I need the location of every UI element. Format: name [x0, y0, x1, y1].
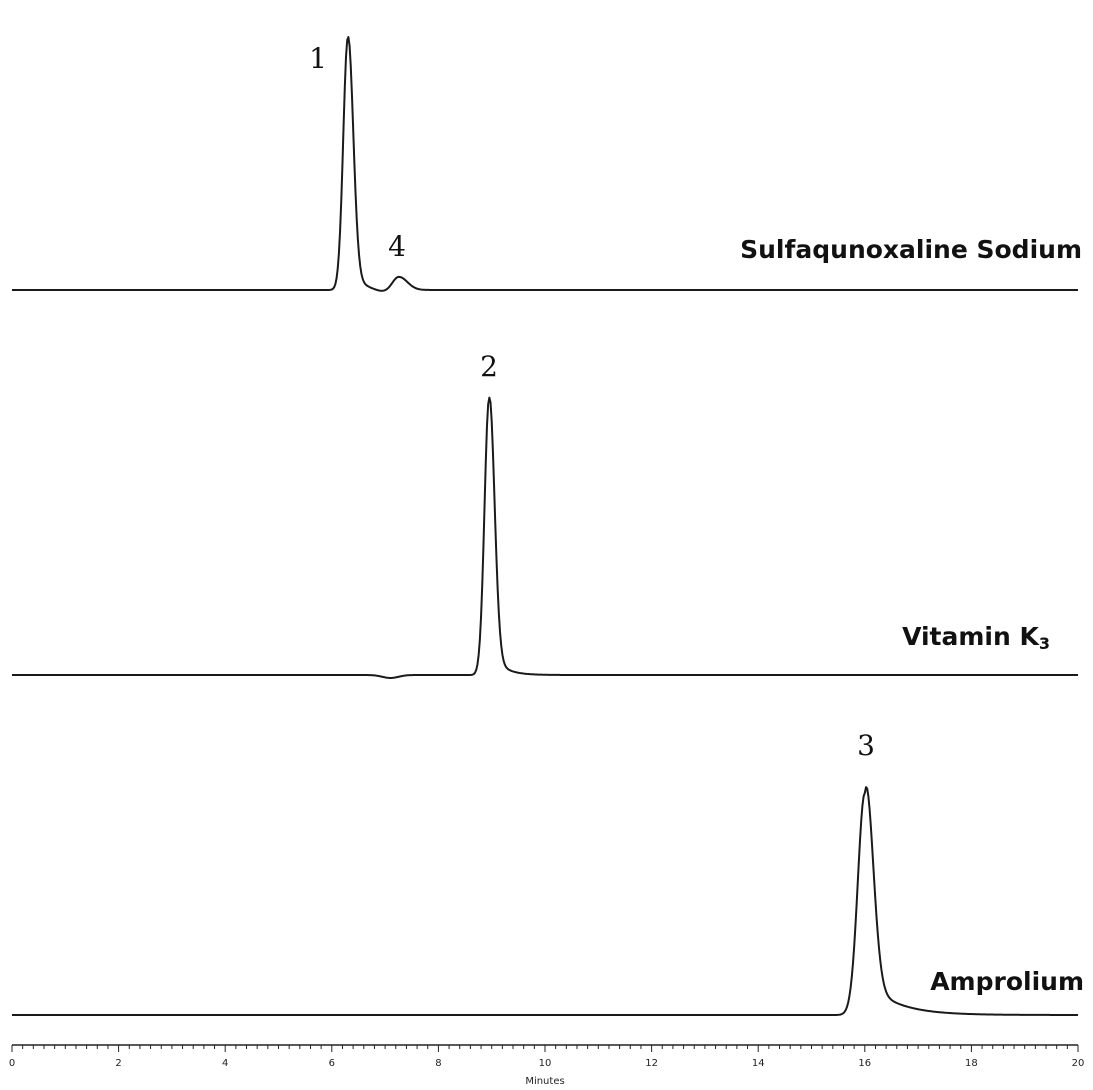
x-axis-title: Minutes [525, 1076, 564, 1087]
traces [12, 36, 1079, 1016]
x-tick-label: 10 [539, 1058, 552, 1069]
peak-label-2: 2 [480, 350, 498, 383]
x-tick-label: 16 [858, 1058, 871, 1069]
peak-labels: 1 4 2 3 [309, 42, 875, 762]
x-tick-label: 14 [752, 1058, 765, 1069]
x-ticks: 0 2 4 6 8 10 12 14 16 18 20 [9, 1045, 1085, 1069]
series-label-2: Vitamin K3 [902, 622, 1050, 653]
series-label-3: Amprolium [930, 967, 1084, 996]
x-tick-label: 4 [222, 1058, 228, 1069]
trace-1 [12, 36, 1078, 292]
x-tick-label: 0 [9, 1058, 15, 1069]
series-label-1: Sulfaqunoxaline Sodium [740, 235, 1082, 264]
x-tick-label: 18 [965, 1058, 978, 1069]
peak-label-3: 3 [857, 729, 875, 762]
x-axis: 0 2 4 6 8 10 12 14 16 18 20 Minutes [9, 1044, 1085, 1087]
peak-label-4: 4 [388, 230, 406, 263]
x-tick-label: 2 [115, 1058, 121, 1069]
x-tick-label: 12 [645, 1058, 658, 1069]
peak-label-1: 1 [309, 42, 327, 75]
trace-2 [12, 396, 1078, 679]
x-tick-label: 8 [435, 1058, 441, 1069]
x-tick-label: 6 [329, 1058, 335, 1069]
x-tick-label: 20 [1072, 1058, 1085, 1069]
trace-3 [12, 786, 1079, 1016]
series-labels: Sulfaqunoxaline Sodium Vitamin K3 Amproliu… [740, 235, 1084, 996]
